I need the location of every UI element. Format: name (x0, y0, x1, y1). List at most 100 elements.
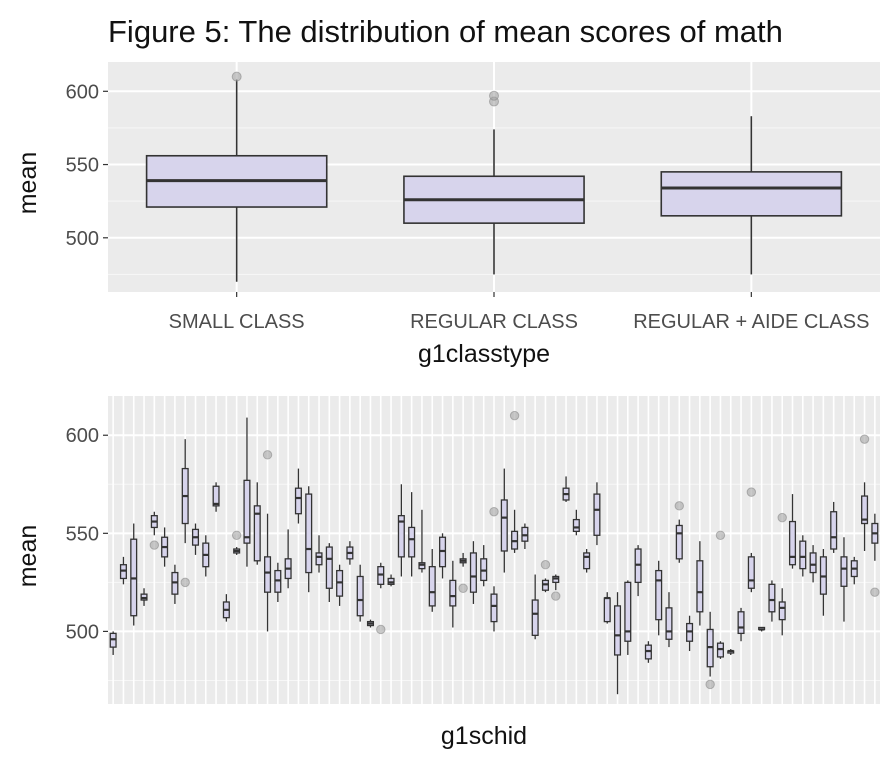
box-iqr (747, 556, 755, 589)
box-56 (674, 501, 684, 563)
box-42 (531, 574, 539, 640)
box-iqr (243, 479, 251, 544)
box-iqr (809, 552, 817, 574)
box-iqr (861, 495, 869, 525)
y-tick-label: 500 (66, 621, 99, 643)
outlier-point (231, 71, 242, 82)
outlier-point (489, 507, 499, 517)
box-iqr (264, 556, 272, 593)
outlier-point (674, 501, 684, 511)
box-51 (624, 580, 632, 655)
box-19 (294, 468, 302, 524)
box-iqr (665, 607, 673, 640)
box-1 (145, 71, 328, 282)
box-iqr (356, 575, 364, 617)
chart-title: Figure 5: The distribution of mean score… (108, 14, 783, 49)
box-iqr (469, 552, 477, 593)
y-axis-title: mean (14, 152, 42, 215)
box-62 (737, 607, 745, 642)
box-35 (458, 552, 468, 593)
box-iqr (500, 499, 508, 552)
x-axis-title: g1schid (441, 722, 527, 750)
box-2 (119, 556, 127, 585)
box-26 (366, 619, 375, 628)
outlier-point (715, 530, 726, 540)
x-tick-label: SMALL CLASS (169, 311, 305, 333)
box-13 (231, 530, 242, 555)
box-iqr (655, 569, 663, 621)
box-2 (403, 90, 585, 275)
box-iqr (449, 579, 457, 607)
box-32 (428, 549, 436, 612)
box-50 (613, 592, 622, 695)
box-iqr (788, 520, 797, 566)
box-30 (408, 492, 416, 577)
box-10 (202, 535, 210, 577)
box-iqr (830, 511, 838, 550)
box-54 (655, 560, 663, 636)
outlier-point (489, 90, 499, 101)
box-73 (850, 556, 858, 585)
box-25 (356, 564, 364, 622)
box-iqr (325, 546, 333, 589)
box-49 (603, 592, 611, 624)
box-68 (799, 535, 807, 577)
box-iqr (660, 171, 843, 217)
box-75 (870, 513, 880, 597)
box-23 (336, 564, 344, 606)
x-tick-label: REGULAR + AIDE CLASS (633, 311, 869, 333)
outlier-point (870, 587, 880, 597)
box-iqr (305, 493, 313, 574)
panel-2: 500 550 600 g1schid mean (14, 396, 880, 750)
box-15 (253, 482, 261, 565)
outlier-point (458, 583, 468, 593)
box-9 (191, 523, 200, 555)
box-7 (171, 564, 179, 604)
box-1 (109, 631, 117, 655)
box-48 (593, 482, 601, 546)
box-53 (644, 641, 652, 663)
box-iqr (397, 515, 405, 558)
box-iqr (583, 552, 591, 570)
box-34 (449, 560, 457, 628)
box-61 (727, 649, 735, 655)
box-72 (840, 537, 848, 622)
box-70 (819, 549, 827, 616)
y-axis-title: mean (14, 525, 42, 588)
box-iqr (737, 611, 745, 635)
box-5 (149, 511, 160, 550)
box-iqr (593, 493, 601, 536)
box-8 (180, 439, 190, 588)
box-36 (469, 541, 477, 604)
outlier-point (509, 410, 520, 421)
box-14 (243, 417, 251, 567)
box-22 (325, 543, 333, 602)
y-tick-label: 550 (66, 155, 99, 177)
box-20 (305, 486, 313, 593)
box-69 (809, 545, 817, 583)
box-60 (715, 530, 726, 659)
box-55 (665, 592, 673, 648)
box-iqr (799, 540, 807, 570)
y-tick-label: 600 (66, 81, 99, 103)
box-45 (562, 476, 570, 502)
box-6 (161, 527, 169, 567)
outlier-point (231, 530, 242, 540)
outlier-point (376, 624, 386, 635)
box-21 (315, 535, 323, 573)
outlier-point (262, 450, 273, 460)
box-38 (489, 507, 499, 632)
box-33 (439, 533, 447, 579)
box-47 (583, 549, 591, 573)
outlier-point (149, 540, 160, 550)
panel-1: 500 550 600 SMALL CLASS REGULAR CLASS REGULAR… (14, 62, 880, 368)
box-iqr (253, 505, 261, 562)
box-iqr (212, 485, 220, 507)
box-3 (130, 523, 138, 626)
box-iqr (572, 518, 580, 533)
box-iqr (294, 487, 302, 515)
box-iqr (408, 526, 416, 558)
box-58 (696, 541, 704, 626)
